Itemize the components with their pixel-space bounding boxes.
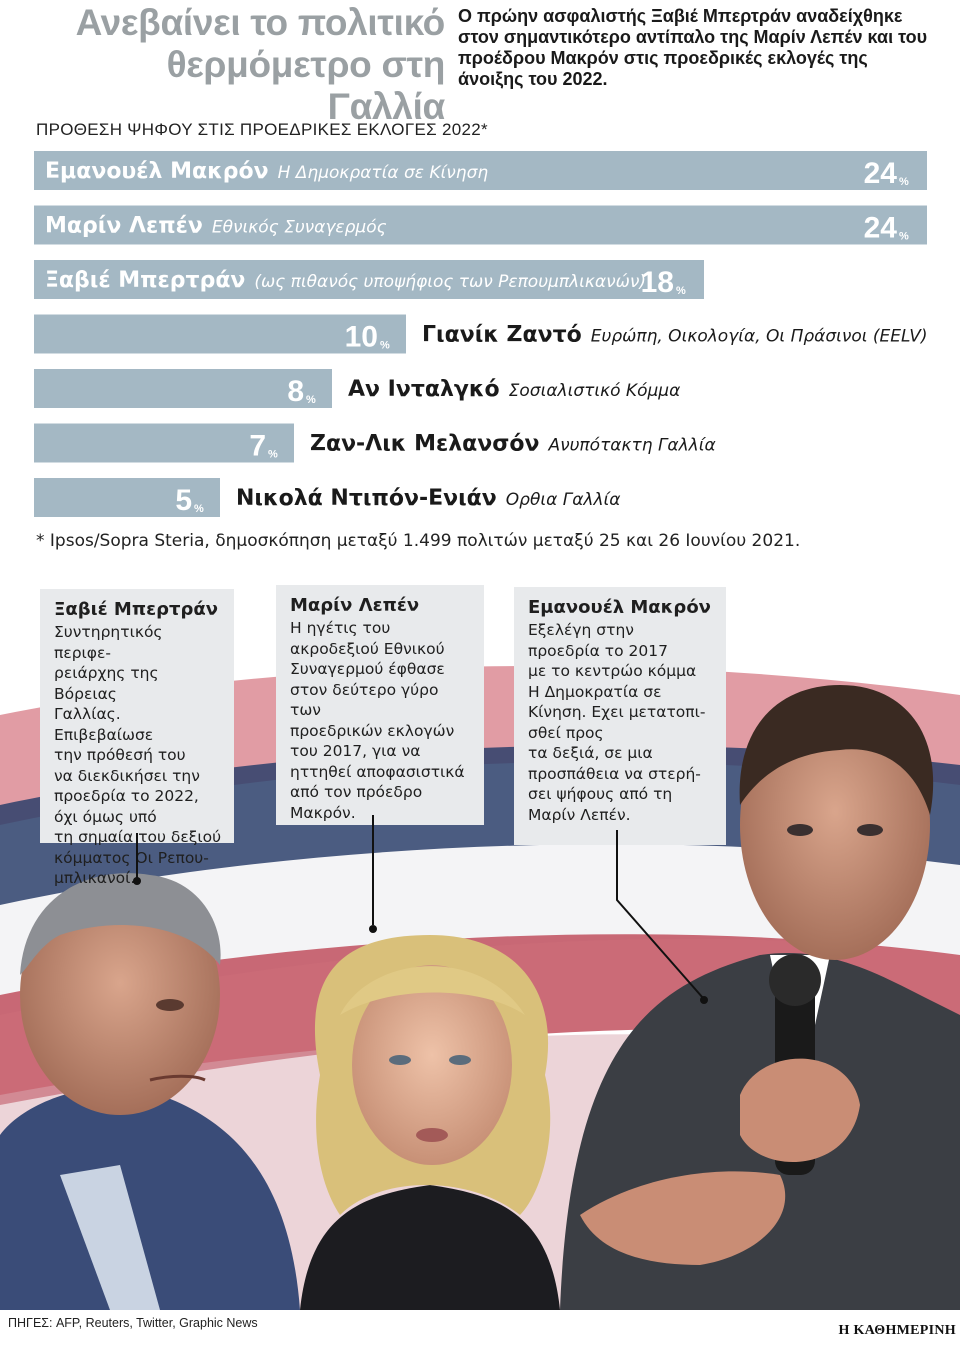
candidate-label: Νικολά Ντιπόν-Ενιάν Ορθια Γαλλία: [236, 486, 620, 511]
unit-label: %: [676, 285, 686, 297]
card-text: Εξελέγη στην προεδρία το 2017 με το κεντ…: [528, 621, 706, 824]
value-label: 7: [249, 430, 266, 463]
card-text: Η ηγέτις του ακροδεξιού Εθνικού Συναγερμ…: [290, 619, 465, 822]
candidate-name: Αν Ινταλγκό: [348, 377, 500, 402]
value-label: 24: [864, 212, 898, 245]
leader-line-le-pen: [372, 815, 374, 925]
card-le-pen: Μαρίν Λεπέν Η ηγέτις του ακροδεξιού Εθνι…: [276, 585, 484, 825]
party-name: Εθνικός Συναγερμός: [212, 218, 387, 238]
card-macron: Εμανουέλ Μακρόν Εξελέγη στην προεδρία το…: [514, 587, 726, 845]
party-name: Ορθια Γαλλία: [506, 490, 621, 510]
bar: [34, 205, 927, 245]
candidate-name: Μαρίν Λεπέν: [45, 214, 203, 239]
headline: Ανεβαίνει το πολιτικό θερμόμετρο στη Γαλ…: [75, 2, 446, 127]
intro-text: Ο πρώην ασφαλιστής Ξαβιέ Μπερτράν αναδεί…: [458, 6, 928, 89]
candidate-name: Ζαν-Λικ Μελανσόν: [310, 432, 539, 457]
leader-dot-bertrand: [133, 877, 141, 885]
value-label: 10: [345, 321, 378, 354]
card-bertrand: Ξαβιέ Μπερτράν Συντηρητικός περιφε- ρειά…: [40, 589, 234, 887]
candidate-name: Γιανίκ Ζαντό: [422, 323, 582, 348]
brand-logo: Η ΚΑΘΗΜΕΡΙΝΗ: [838, 1323, 956, 1338]
value-label: 5: [175, 484, 192, 517]
leader-dot-le-pen: [369, 925, 377, 933]
leader-line-macron: [616, 830, 708, 1004]
card-name: Μαρίν Λεπέν: [290, 595, 420, 616]
leader-line-bertrand: [136, 833, 138, 881]
bar: [34, 314, 406, 354]
value-label: 8: [287, 375, 304, 408]
candidate-name: Νικολά Ντιπόν-Ενιάν: [236, 486, 497, 511]
unit-label: %: [306, 394, 316, 406]
unit-label: %: [194, 503, 204, 515]
candidate-label: Ζαν-Λικ Μελανσόν Ανυπότακτη Γαλλία: [310, 432, 716, 457]
portrait-bertrand: [0, 873, 300, 1310]
photo-area: Ξαβιέ Μπερτράν Συντηρητικός περιφε- ρειά…: [0, 575, 960, 1310]
bar: [34, 151, 927, 190]
bar: [34, 369, 332, 408]
candidate-label: Ξαβιέ Μπερτράν (ως πιθανός υποψήφιος των …: [45, 268, 646, 293]
card-name: Εμανουέλ Μακρόν: [528, 597, 711, 618]
bar: [34, 423, 294, 463]
candidate-name: Εμανουέλ Μακρόν: [45, 159, 269, 184]
card-name: Ξαβιέ Μπερτράν: [54, 599, 218, 620]
chart-title: ΠΡΟΘΕΣΗ ΨΗΦΟΥ ΣΤΙΣ ΠΡΟΕΔΡΙΚΕΣ ΕΚΛΟΓΕΣ 20…: [36, 120, 488, 139]
candidate-label: Εμανουέλ Μακρόν Η Δημοκρατία σε Κίνηση: [45, 159, 488, 184]
party-name: Η Δημοκρατία σε Κίνηση: [278, 163, 489, 183]
bar: [34, 260, 704, 299]
value-label: 24: [864, 157, 898, 190]
candidate-label: Αν Ινταλγκό Σοσιαλιστικό Κόμμα: [348, 377, 680, 402]
portrait-le-pen: [300, 935, 560, 1310]
value-label: 18: [641, 266, 674, 299]
unit-label: %: [899, 176, 909, 188]
chart-footnote: * Ipsos/Sopra Steria, δημοσκόπηση μεταξύ…: [36, 531, 801, 551]
party-name: Ανυπότακτη Γαλλία: [547, 436, 715, 456]
party-name: Σοσιαλιστικό Κόμμα: [509, 381, 681, 401]
party-name: (ως πιθανός υποψήφιος των Ρεπουμπλικανών…: [254, 272, 646, 292]
vote-intention-chart: 24 % Εμανουέλ Μακρόν Η Δημοκρατία σε Κίνηση…: [34, 151, 928, 517]
french-flag-background: [0, 575, 960, 1310]
candidate-label: Γιανίκ Ζαντό Ευρώπη, Οικολογία, Οι Πράσιν…: [422, 323, 928, 348]
sources: ΠΗΓΕΣ: AFP, Reuters, Twitter, Graphic Ne…: [8, 1316, 258, 1330]
unit-label: %: [268, 449, 278, 461]
card-text: Συντηρητικός περιφε- ρειάρχης της Βόρεια…: [54, 623, 222, 887]
portrait-macron: [560, 685, 960, 1310]
bar: [34, 478, 220, 517]
party-name: Ευρώπη, Οικολογία, Οι Πράσινοι (EELV): [591, 327, 928, 347]
unit-label: %: [380, 340, 390, 352]
candidate-name: Ξαβιέ Μπερτράν: [45, 268, 245, 293]
candidate-label: Μαρίν Λεπέν Εθνικός Συναγερμός: [45, 214, 387, 239]
unit-label: %: [899, 231, 909, 243]
